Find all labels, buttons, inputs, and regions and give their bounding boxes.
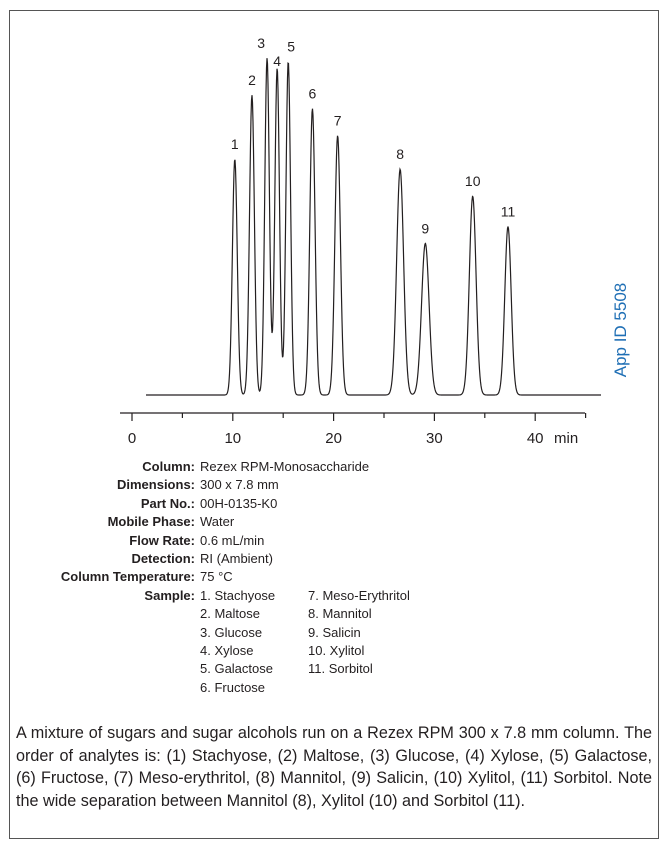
x-tick-label: 0 [128,430,136,447]
parameter-row: Mobile Phase: Water [14,513,654,531]
peak-label: 5 [287,38,295,54]
chromatogram-trace [146,58,601,396]
peak-label: 8 [396,146,404,162]
chromatogram-chart: 1 2 345 6 7 8 9 10 11 0 10 20 30 40 min [120,35,601,447]
peak-label: 2 [248,72,256,88]
parameter-value: 75 °C [200,569,233,585]
x-tick-label: 20 [325,430,342,447]
parameter-row: Flow Rate: 0.6 mL/min [14,532,654,550]
peak-label: 10 [465,173,481,189]
sample-item: 10. Xylitol [308,643,365,659]
sample-list-1: 1. Stachyose 2. Maltose 3. Glucose 4. Xylos… [200,587,308,697]
peak-label: 4 [273,53,281,69]
parameter-label: Mobile Phase: [107,514,195,530]
sample-item: 4. Xylose [200,643,254,659]
app-id-label: App ID 5508 [611,282,630,378]
parameter-row: Part No.: 00H-0135-K0 [14,495,654,513]
x-tick-label: 40 [527,430,544,447]
sample-item: 11. Sorbitol [308,661,373,677]
x-tick-label: 30 [426,430,443,447]
peak-labels: 1 2 345 6 7 8 9 10 11 [231,35,516,236]
peak-label: 3 [257,35,265,51]
sample-item: 3. Glucose [200,624,263,640]
parameter-row: Detection: RI (Ambient) [14,550,654,568]
parameter-row: Column Temperature: 75 °C [14,568,654,586]
parameter-value: Water [200,514,235,530]
peak-label: 11 [501,204,516,220]
figure-frame [9,10,659,839]
parameter-value: Rezex RPM-Monosaccharide [200,459,370,474]
peak-label: 1 [231,136,239,152]
peak-label: 6 [309,86,317,102]
sample-label: Sample: [144,587,195,603]
x-tick-label: 10 [224,430,241,447]
parameter-label: Flow Rate: [129,532,195,548]
sample-item: 2. Maltose [200,606,260,622]
x-axis-ticks: 0 10 20 30 40 [128,413,587,447]
sample-item: 6. Fructose [200,679,266,695]
parameter-label: Detection: [131,551,195,567]
parameter-row: Column: Rezex RPM-Monosaccharide [14,458,654,476]
sample-row: Sample: 1. Stachyose 2. Maltose 3. Glucose… [14,587,654,697]
sample-columns: 1. Stachyose 2. Maltose 3. Glucose 4. Xylos… [200,587,410,697]
sample-item: 1. Stachyose [200,587,276,603]
parameter-value: 00H-0135-K0 [200,495,278,511]
parameter-label: Column: [142,459,195,474]
conditions-block: Column: Rezex RPM-Monosaccharide Dimension… [14,458,654,697]
sample-item: 8. Mannitol [308,606,372,622]
figure-caption: A mixture of sugars and sugar alcohols r… [16,724,652,810]
sample-item: 9. Salicin [308,624,361,640]
parameter-list: Column: Rezex RPM-Monosaccharide Dimension… [14,458,654,587]
parameter-label: Part No.: [140,495,195,511]
parameter-value: 0.6 mL/min [200,532,265,548]
sample-list-2: 7. Meso-Erythritol 8. Mannitol 9. Salicin 1… [308,587,410,697]
sample-item: 5. Galactose [200,661,273,677]
peak-label: 9 [421,220,429,236]
parameter-label: Dimensions: [116,477,195,493]
x-axis-unit-label: min [554,430,578,447]
parameter-value: RI (Ambient) [200,551,273,567]
peak-label: 7 [334,113,342,129]
parameter-row: Dimensions: 300 x 7.8 mm [14,476,654,494]
parameter-value: 300 x 7.8 mm [200,477,279,493]
sample-item: 7. Meso-Erythritol [308,587,410,603]
parameter-label: Column Temperature: [60,569,195,585]
